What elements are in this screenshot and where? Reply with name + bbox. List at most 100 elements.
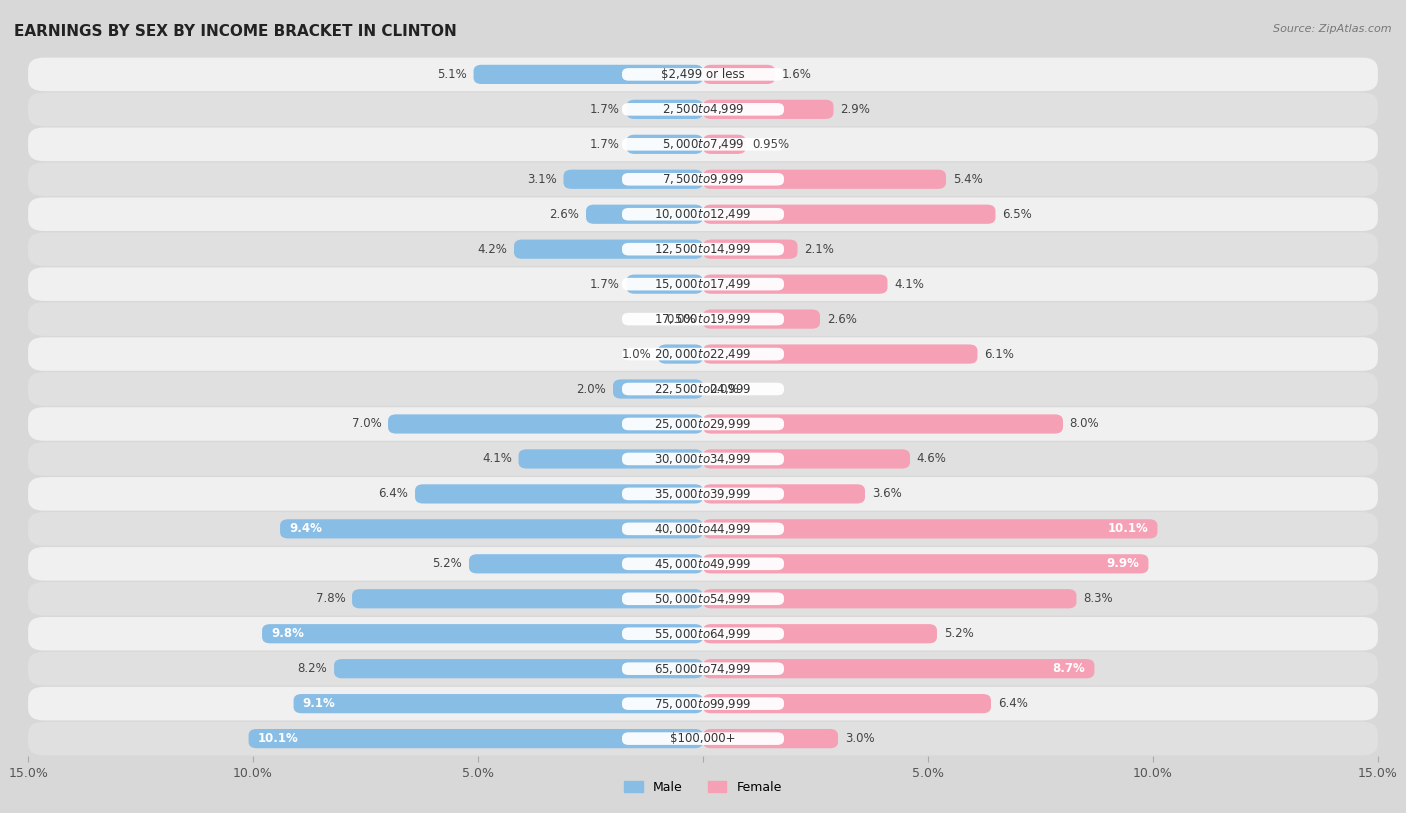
FancyBboxPatch shape [28,233,1378,266]
FancyBboxPatch shape [28,687,1378,720]
Text: 2.0%: 2.0% [576,383,606,395]
FancyBboxPatch shape [703,694,991,713]
Text: 2.1%: 2.1% [804,243,834,255]
FancyBboxPatch shape [703,205,995,224]
Text: $100,000+: $100,000+ [671,733,735,745]
Text: $65,000 to $74,999: $65,000 to $74,999 [654,662,752,676]
FancyBboxPatch shape [28,58,1378,91]
Text: 1.0%: 1.0% [621,348,651,360]
FancyBboxPatch shape [621,418,785,430]
FancyBboxPatch shape [621,558,785,570]
FancyBboxPatch shape [470,554,703,573]
FancyBboxPatch shape [621,733,785,745]
Text: 6.5%: 6.5% [1002,208,1032,220]
FancyBboxPatch shape [28,722,1378,755]
FancyBboxPatch shape [621,138,785,150]
FancyBboxPatch shape [280,520,703,538]
Text: 9.9%: 9.9% [1107,558,1139,570]
FancyBboxPatch shape [28,442,1378,476]
Text: 3.1%: 3.1% [527,173,557,185]
Text: 3.0%: 3.0% [845,733,875,745]
Text: $45,000 to $49,999: $45,000 to $49,999 [654,557,752,571]
Text: 5.4%: 5.4% [953,173,983,185]
FancyBboxPatch shape [352,589,703,608]
FancyBboxPatch shape [703,589,1077,608]
FancyBboxPatch shape [515,240,703,259]
FancyBboxPatch shape [627,100,703,119]
FancyBboxPatch shape [621,628,785,640]
Text: 2.6%: 2.6% [550,208,579,220]
FancyBboxPatch shape [28,512,1378,546]
FancyBboxPatch shape [388,415,703,433]
Text: 4.6%: 4.6% [917,453,946,465]
FancyBboxPatch shape [703,275,887,293]
Text: 0.0%: 0.0% [666,313,696,325]
Text: 9.1%: 9.1% [302,698,335,710]
Text: 1.6%: 1.6% [782,68,811,80]
FancyBboxPatch shape [621,103,785,115]
FancyBboxPatch shape [28,93,1378,126]
Text: $50,000 to $54,999: $50,000 to $54,999 [654,592,752,606]
FancyBboxPatch shape [28,302,1378,336]
FancyBboxPatch shape [28,128,1378,161]
Text: 6.4%: 6.4% [378,488,408,500]
FancyBboxPatch shape [28,163,1378,196]
FancyBboxPatch shape [621,593,785,605]
FancyBboxPatch shape [703,310,820,328]
FancyBboxPatch shape [703,659,1094,678]
Text: 5.2%: 5.2% [943,628,973,640]
Text: 4.2%: 4.2% [478,243,508,255]
Text: $20,000 to $22,499: $20,000 to $22,499 [654,347,752,361]
Text: 2.6%: 2.6% [827,313,856,325]
Text: 10.1%: 10.1% [257,733,298,745]
FancyBboxPatch shape [28,477,1378,511]
Text: $7,500 to $9,999: $7,500 to $9,999 [662,172,744,186]
Text: 6.1%: 6.1% [984,348,1014,360]
FancyBboxPatch shape [28,267,1378,301]
FancyBboxPatch shape [703,345,977,363]
Text: $10,000 to $12,499: $10,000 to $12,499 [654,207,752,221]
FancyBboxPatch shape [621,698,785,710]
FancyBboxPatch shape [28,198,1378,231]
Text: 9.8%: 9.8% [271,628,304,640]
FancyBboxPatch shape [28,582,1378,615]
Text: $35,000 to $39,999: $35,000 to $39,999 [654,487,752,501]
Text: 2.9%: 2.9% [841,103,870,115]
FancyBboxPatch shape [703,450,910,468]
Text: 8.0%: 8.0% [1070,418,1099,430]
Text: 7.0%: 7.0% [352,418,381,430]
Text: 7.8%: 7.8% [315,593,346,605]
FancyBboxPatch shape [621,173,785,185]
FancyBboxPatch shape [621,488,785,500]
FancyBboxPatch shape [621,313,785,325]
FancyBboxPatch shape [249,729,703,748]
Text: $25,000 to $29,999: $25,000 to $29,999 [654,417,752,431]
Text: 9.4%: 9.4% [290,523,322,535]
Text: $17,500 to $19,999: $17,500 to $19,999 [654,312,752,326]
FancyBboxPatch shape [564,170,703,189]
Text: 3.6%: 3.6% [872,488,901,500]
Text: EARNINGS BY SEX BY INCOME BRACKET IN CLINTON: EARNINGS BY SEX BY INCOME BRACKET IN CLI… [14,24,457,39]
FancyBboxPatch shape [28,372,1378,406]
FancyBboxPatch shape [262,624,703,643]
Text: 4.1%: 4.1% [482,453,512,465]
FancyBboxPatch shape [627,275,703,293]
FancyBboxPatch shape [703,170,946,189]
FancyBboxPatch shape [335,659,703,678]
FancyBboxPatch shape [28,407,1378,441]
Legend: Male, Female: Male, Female [619,776,787,799]
FancyBboxPatch shape [703,729,838,748]
FancyBboxPatch shape [621,68,785,80]
FancyBboxPatch shape [703,624,936,643]
FancyBboxPatch shape [621,523,785,535]
FancyBboxPatch shape [621,663,785,675]
FancyBboxPatch shape [621,453,785,465]
Text: $55,000 to $64,999: $55,000 to $64,999 [654,627,752,641]
Text: 8.3%: 8.3% [1083,593,1112,605]
FancyBboxPatch shape [613,380,703,398]
Text: $2,499 or less: $2,499 or less [661,68,745,80]
Text: 1.7%: 1.7% [591,103,620,115]
FancyBboxPatch shape [586,205,703,224]
FancyBboxPatch shape [28,547,1378,580]
FancyBboxPatch shape [28,337,1378,371]
